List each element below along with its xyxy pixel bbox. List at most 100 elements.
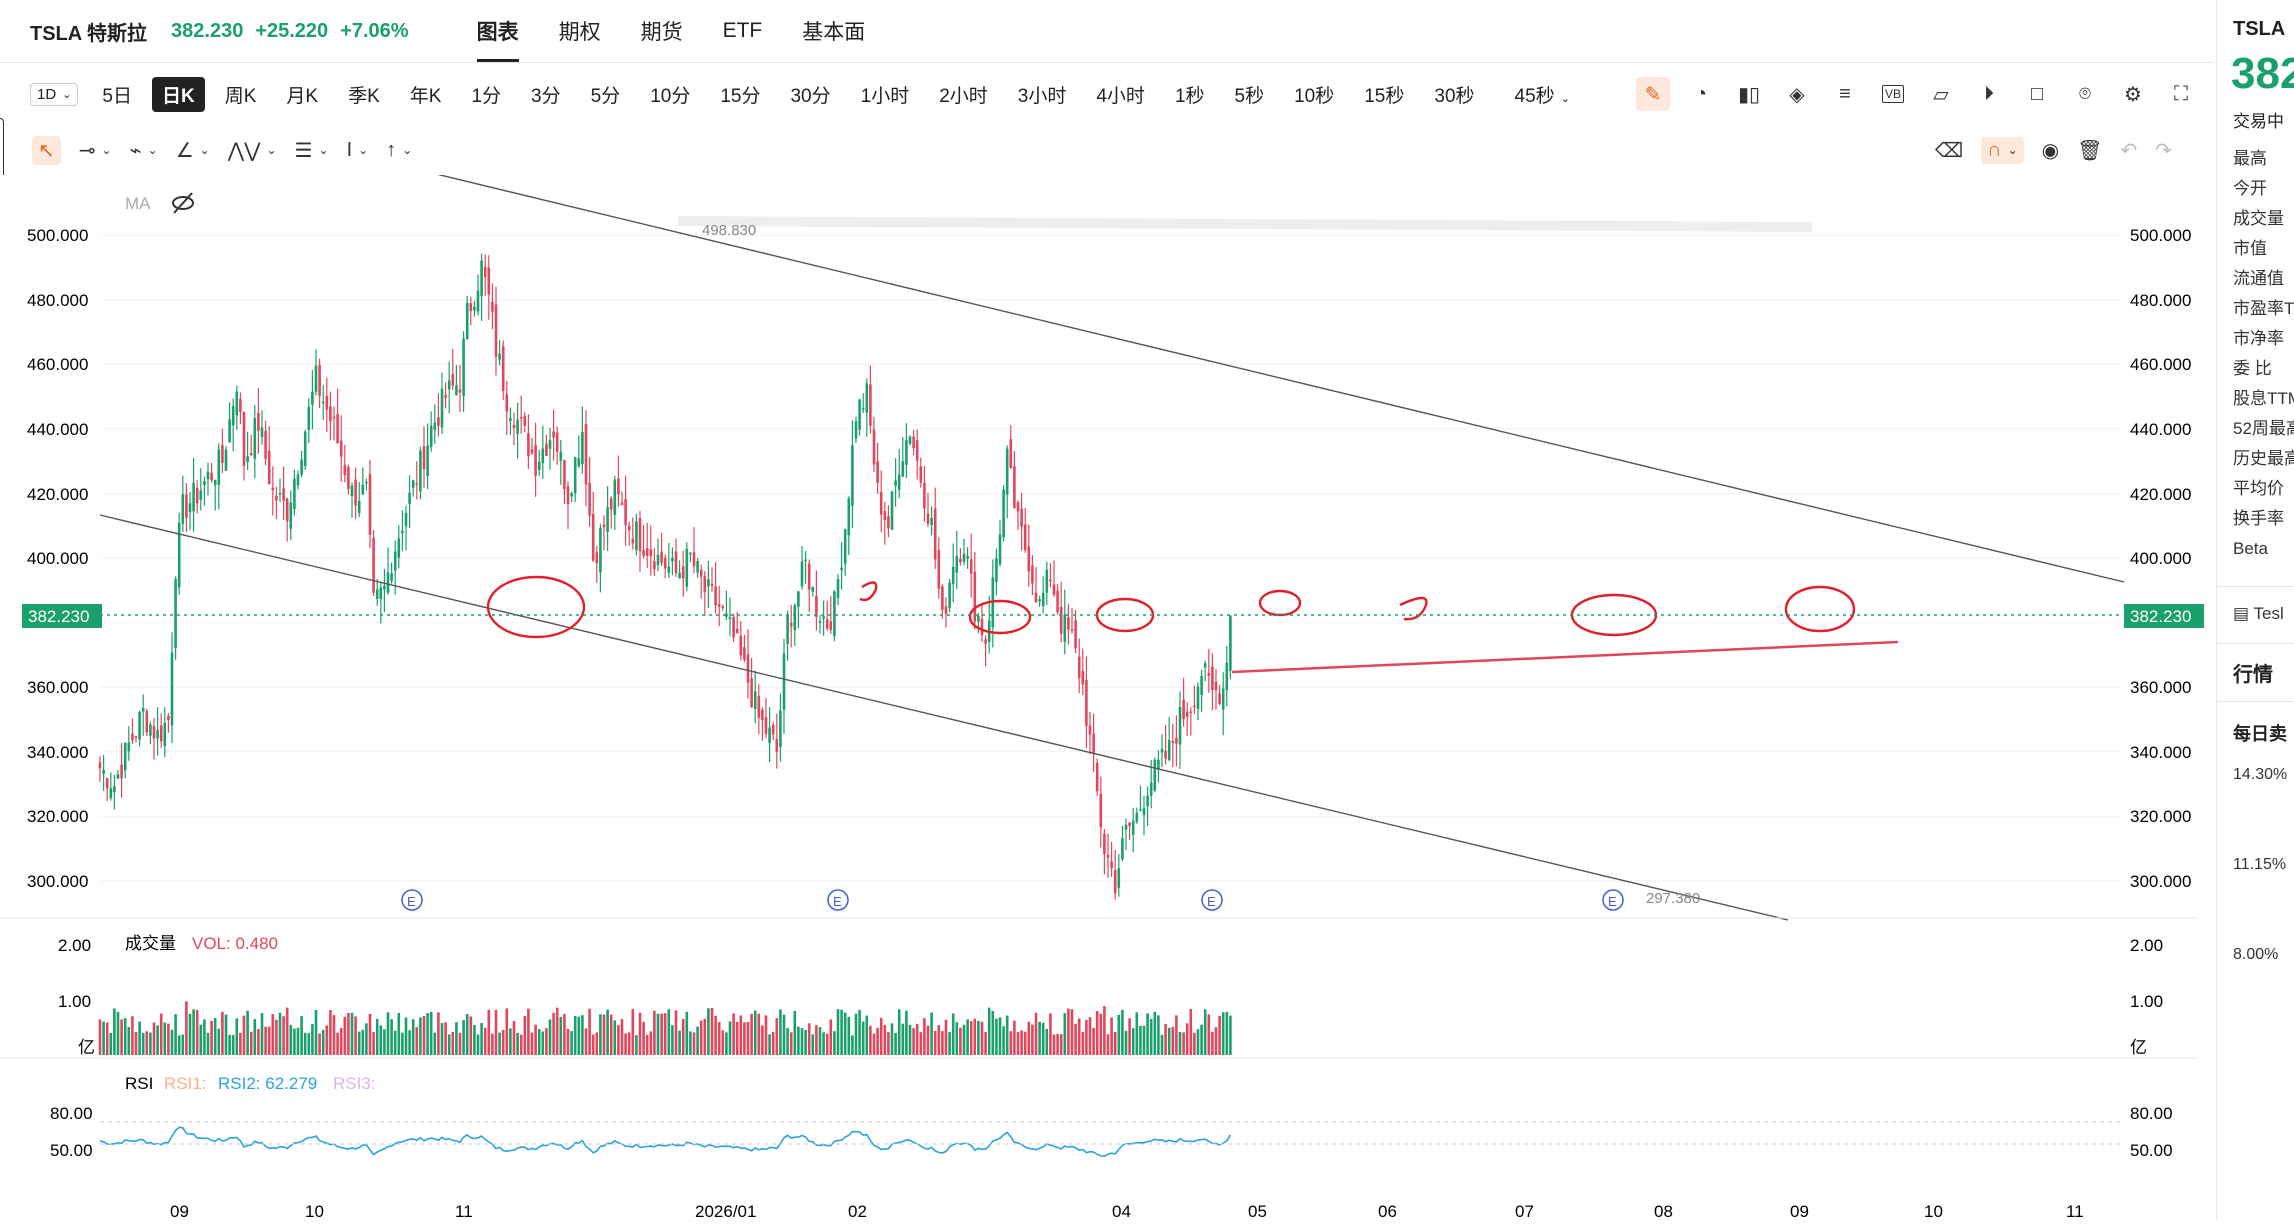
pencil-icon[interactable]: ✎ — [1636, 77, 1670, 111]
candle-body — [671, 557, 674, 562]
volume-bar — [602, 1014, 606, 1055]
tab-chart[interactable]: 图表 — [457, 0, 539, 62]
align-icon[interactable]: ≡ — [1839, 82, 1851, 105]
play-icon[interactable]: ⏵ — [1984, 82, 1994, 105]
candle-body — [937, 549, 941, 589]
interval-1m[interactable]: 1分 — [471, 85, 502, 107]
square-icon[interactable]: □ — [2030, 82, 2044, 105]
eye-icon[interactable]: ◉ — [2041, 139, 2060, 162]
gauge-icon[interactable]: ◔ — [1694, 82, 1708, 105]
fullscreen-icon[interactable]: ⛶ — [2174, 82, 2188, 105]
volume-bar — [984, 1032, 987, 1055]
interval-10m[interactable]: 10分 — [650, 85, 691, 107]
interval-10s[interactable]: 10秒 — [1294, 85, 1335, 107]
volume-bar — [923, 1018, 926, 1055]
interval-5m[interactable]: 5分 — [590, 85, 621, 107]
interval-2h[interactable]: 2小时 — [939, 85, 988, 107]
camera-icon[interactable]: ⌾ — [2079, 82, 2091, 105]
price-change-pct: +7.06% — [340, 19, 409, 42]
candle-body — [1218, 693, 1221, 704]
candle-body — [487, 267, 491, 295]
fib-tool-icon[interactable]: ☰ ⌄ — [294, 139, 329, 162]
earnings-marker[interactable]: E — [1201, 889, 1223, 911]
tab-options[interactable]: 期权 — [558, 21, 601, 44]
candle-body — [656, 554, 660, 566]
interval-yearly[interactable]: 年K — [409, 85, 442, 107]
volume-bar — [710, 1007, 714, 1055]
candle-body — [1070, 629, 1074, 631]
interval-30m[interactable]: 30分 — [790, 85, 831, 107]
interval-daily[interactable]: 日K — [151, 76, 205, 112]
volume-bar — [1142, 1025, 1146, 1055]
interval-15s[interactable]: 15秒 — [1364, 85, 1405, 107]
text-tool-icon[interactable]: I ⌄ — [346, 138, 369, 161]
line-tool-icon[interactable]: ⊸ ⌄ — [78, 139, 112, 162]
angle-tool-icon[interactable]: ∠ ⌄ — [175, 139, 210, 162]
tab-etf[interactable]: ETF — [722, 19, 763, 42]
interval-1s[interactable]: 1秒 — [1174, 85, 1205, 107]
candle-body — [465, 302, 469, 339]
candles-icon[interactable]: ▮▯ — [1737, 83, 1760, 106]
earnings-marker[interactable]: E — [401, 889, 423, 911]
magnet-icon[interactable]: ∩ ⌄ — [1981, 136, 2024, 164]
candle-body — [757, 696, 761, 718]
volume-bar — [735, 1021, 739, 1055]
candle-body — [573, 457, 577, 494]
volume-bar — [1171, 1026, 1175, 1055]
market-section-title[interactable]: 行情 — [2233, 664, 2273, 686]
candle-body — [1020, 508, 1023, 527]
volume-bar — [1110, 1017, 1113, 1055]
candle-body — [1117, 868, 1121, 888]
redo-icon[interactable]: ↷ — [2155, 139, 2172, 162]
company-link[interactable]: ▤ Tesl — [2233, 599, 2294, 629]
settings-icon[interactable]: ⚙ — [2124, 83, 2142, 106]
volume-bar — [581, 1015, 584, 1055]
layers-icon[interactable]: ◈ — [1789, 83, 1805, 106]
interval-quarterly[interactable]: 季K — [348, 85, 380, 107]
time-tick: 10 — [1924, 1202, 1943, 1220]
vb-icon[interactable]: VB — [1882, 85, 1904, 103]
interval-30s[interactable]: 30秒 — [1434, 85, 1475, 107]
pattern-tool-icon[interactable]: ⋀⋁ ⌄ — [227, 139, 277, 162]
trash-icon[interactable]: 🗑 — [2077, 139, 2103, 162]
volume-bar — [1016, 1032, 1020, 1055]
interval-4h[interactable]: 4小时 — [1096, 85, 1145, 107]
volume-bar — [1023, 1031, 1027, 1055]
volume-bar — [1031, 1024, 1034, 1055]
interval-45s[interactable]: 45秒 ⌄ — [1505, 77, 1580, 112]
tab-fundamentals[interactable]: 基本面 — [802, 21, 866, 44]
sidebar-symbol: TSLA — [2233, 18, 2286, 40]
symbol-title: TSLA 特斯拉 — [30, 22, 148, 45]
interval-monthly[interactable]: 月K — [286, 85, 319, 107]
chart-icon[interactable]: ▱ — [1933, 83, 1949, 106]
interval-5d[interactable]: 5日 — [102, 85, 132, 107]
candle-body — [876, 461, 879, 483]
interval-3h[interactable]: 3小时 — [1017, 85, 1067, 107]
chart-area[interactable]: MA 500.000 480.000 460.000 440.000 420.0… — [0, 172, 2214, 1221]
period-select[interactable]: 1D ⌄ — [30, 82, 79, 106]
brush-tool-icon[interactable]: ⌁ ⌄ — [129, 139, 158, 162]
arrow-tool-icon[interactable]: ↑ ⌄ — [386, 138, 413, 161]
candle-body — [325, 396, 329, 410]
interval-3m[interactable]: 3分 — [531, 85, 561, 107]
volume-bar — [1013, 1020, 1016, 1055]
interval-1h[interactable]: 1小时 — [860, 85, 910, 107]
volume-bar — [386, 1012, 390, 1055]
interval-5s[interactable]: 5秒 — [1234, 85, 1265, 107]
volume-bar — [512, 1020, 516, 1055]
candle-body — [923, 482, 926, 509]
eraser-icon[interactable]: ⌫ — [1934, 139, 1964, 162]
candle-body — [1052, 584, 1056, 596]
earnings-marker[interactable]: E — [827, 889, 849, 911]
cursor-icon[interactable]: ↖ — [32, 135, 61, 165]
tab-futures[interactable]: 期货 — [640, 21, 683, 44]
interval-15m[interactable]: 15分 — [720, 85, 761, 107]
price-chart[interactable]: MA 500.000 480.000 460.000 440.000 420.0… — [0, 172, 2214, 1221]
candle-body — [473, 306, 476, 311]
interval-weekly[interactable]: 周K — [224, 85, 257, 107]
eye-slash-icon[interactable] — [172, 192, 194, 214]
undo-icon[interactable]: ↶ — [2120, 139, 2138, 162]
earnings-marker[interactable]: E — [1602, 889, 1624, 911]
candle-body — [249, 453, 253, 456]
rsi3-label: RSI3: — [333, 1074, 376, 1093]
